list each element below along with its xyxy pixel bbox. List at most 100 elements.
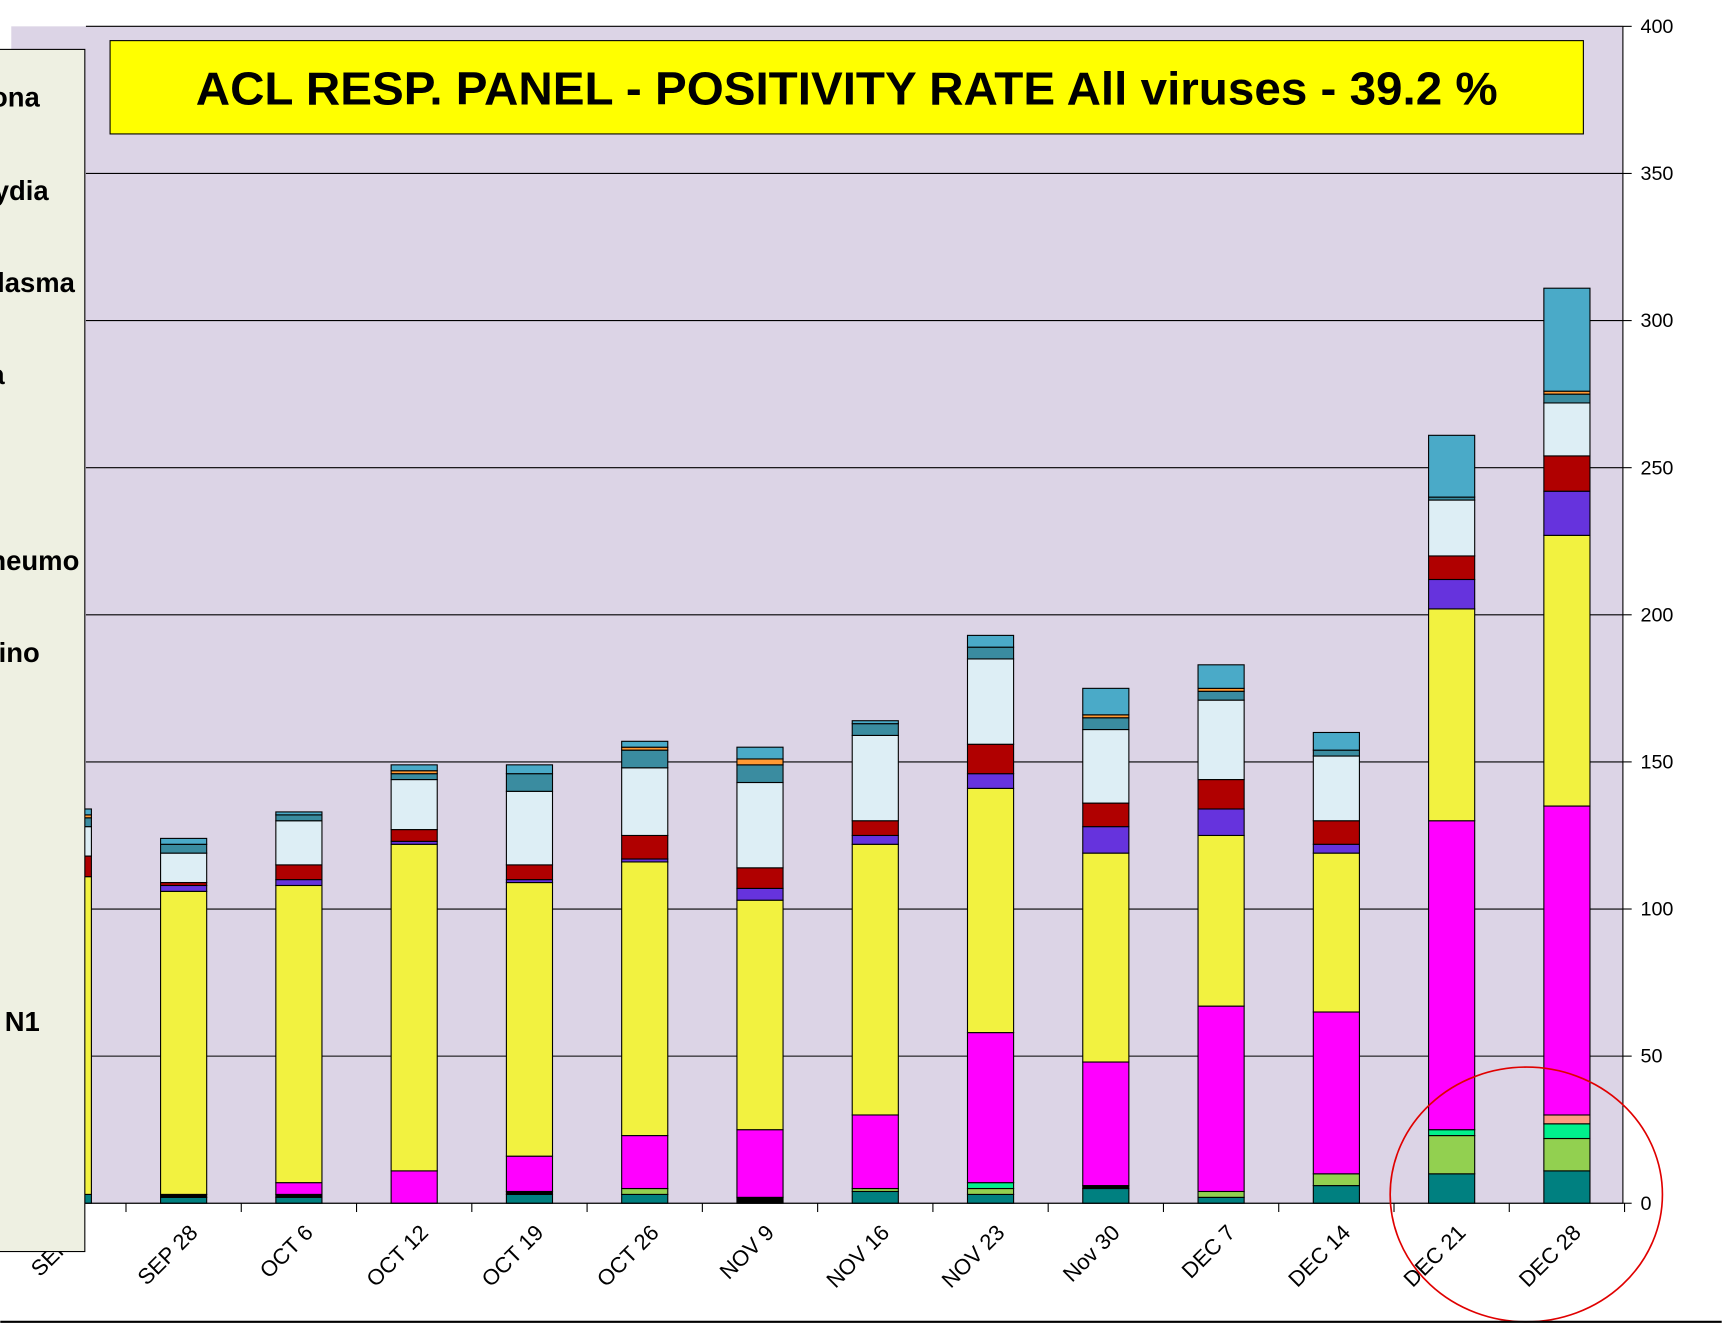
bar-segment [966, 1187, 1015, 1195]
bar-segment [1197, 690, 1245, 701]
x-tick-label: NOV 23 [937, 1220, 1010, 1293]
bar-segment [1312, 755, 1360, 822]
legend-entry: ydia [0, 175, 49, 206]
bar-segment [275, 864, 323, 881]
bar-segment [1312, 852, 1360, 1013]
bar-segment [390, 829, 438, 842]
y-tick-label: 200 [1640, 604, 1673, 626]
bar-segment [505, 864, 554, 881]
bar-segment [1312, 1011, 1360, 1175]
bar-segment [851, 720, 899, 725]
x-tick-label: DEC 14 [1283, 1220, 1355, 1292]
bar-segment [1543, 490, 1591, 536]
bar-segment [1312, 1173, 1360, 1187]
bar-segment [621, 767, 669, 837]
bar-segment [275, 1182, 323, 1195]
bar-segment [1428, 555, 1476, 581]
bar-segment [505, 1155, 554, 1193]
bar-segment [1197, 1190, 1245, 1198]
bar-segment [736, 1196, 784, 1204]
legend-entry: N1 [5, 1006, 40, 1037]
bar-segment [851, 734, 899, 822]
x-tick-label: OCT 26 [592, 1220, 664, 1292]
bar-segment [736, 1129, 784, 1198]
legend-entry: a [0, 359, 5, 390]
bar-segment [621, 1187, 669, 1195]
bar-segment [1428, 608, 1476, 822]
bar-segment [966, 634, 1015, 648]
bar-segment [1197, 699, 1245, 781]
bar-segment [1543, 455, 1591, 492]
bar-segment [736, 781, 784, 869]
bar-segment [1082, 802, 1130, 828]
y-tick-label: 400 [1640, 16, 1673, 38]
y-tick-label: 50 [1640, 1046, 1662, 1068]
bar-segment [1543, 1123, 1591, 1140]
bar-segment [1428, 1135, 1476, 1175]
bar-segment [1082, 852, 1130, 1063]
bar-segment [1082, 687, 1130, 716]
bar-segment [1082, 826, 1130, 854]
bar-segment [390, 779, 438, 831]
bar-segment [851, 820, 899, 837]
title-box [109, 40, 1584, 135]
bar-segment [966, 646, 1015, 660]
bar-segment [736, 867, 784, 889]
bar-segment [1312, 731, 1360, 751]
bar-segment [621, 834, 669, 860]
x-tick-label: NOV 9 [715, 1220, 779, 1284]
bar-segment [851, 843, 899, 1116]
bar-segment [1082, 728, 1130, 804]
bar-segment [275, 811, 323, 816]
bar-segment [1082, 1061, 1130, 1187]
y-tick-label: 150 [1640, 751, 1673, 773]
bar-segment [621, 1135, 669, 1190]
bar-segment [390, 773, 438, 781]
bar-segment [966, 1193, 1015, 1204]
bar-segment [736, 764, 784, 784]
bar-segment [275, 879, 323, 887]
bar-segment [160, 852, 208, 884]
bar-segment [1428, 578, 1476, 610]
bar-segment [736, 899, 784, 1131]
bar-segment [1312, 1185, 1360, 1204]
bar-segment [966, 787, 1015, 1034]
bar-segment [1543, 534, 1591, 807]
x-tick-label: Nov 30 [1058, 1220, 1125, 1287]
bar-segment [505, 773, 554, 792]
bar-segment [160, 843, 208, 854]
bar-segment [736, 758, 784, 766]
bar-segment [966, 1182, 1015, 1190]
y-tick-label: 250 [1640, 457, 1673, 479]
bar-segment [1543, 287, 1591, 392]
bar-segment [851, 723, 899, 736]
bar-segment [1082, 1187, 1130, 1204]
bar-segment [1197, 664, 1245, 689]
legend-box [0, 48, 86, 1253]
bar-segment [1543, 1137, 1591, 1172]
bar-segment [1543, 1170, 1591, 1204]
bar-segment [1312, 820, 1360, 845]
bar-segment [505, 881, 554, 1157]
bar-segment [621, 740, 669, 748]
bar-segment [1543, 805, 1591, 1116]
bar-segment [1428, 1173, 1476, 1204]
x-tick-label: OCT 6 [255, 1220, 318, 1283]
y-tick-label: 300 [1640, 310, 1673, 332]
legend: ona ydia lasma a neumo ino N1 [0, 48, 86, 1253]
y-tick-label: 100 [1640, 899, 1673, 921]
chart-title: ACL RESP. PANEL - POSITIVITY RATE All vi… [196, 62, 1498, 114]
y-tick-label: 350 [1640, 163, 1673, 185]
bar-segment [160, 884, 208, 892]
x-tick-label: OCT 19 [477, 1220, 549, 1292]
bar-segment [966, 743, 1015, 775]
bar-segment [505, 1193, 554, 1204]
bar-segment [275, 814, 323, 822]
bar-segment [160, 890, 208, 1195]
bar-segment [736, 887, 784, 901]
bar-segment [1312, 843, 1360, 854]
bar-segment [1197, 808, 1245, 837]
bar-segment [851, 1190, 899, 1204]
x-tick-label: DEC 7 [1177, 1220, 1240, 1283]
